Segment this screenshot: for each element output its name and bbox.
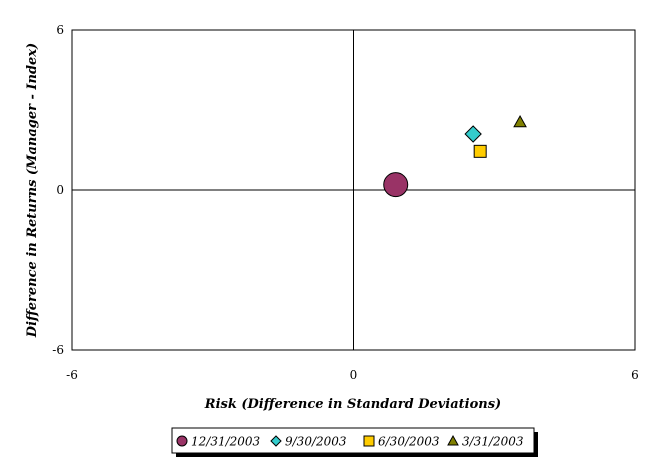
data-points: [383, 114, 527, 198]
y-tick-label: 0: [56, 183, 64, 197]
legend-label: 6/30/2003: [378, 435, 440, 449]
legend-label: 3/31/2003: [462, 435, 524, 449]
legend-label: 9/30/2003: [285, 435, 347, 449]
y-tick-label: -6: [52, 343, 64, 357]
x-tick-label: -6: [66, 368, 78, 382]
legend-marker-circle: [176, 435, 188, 447]
legend-marker-diamond: [270, 435, 282, 447]
legend-marker-square: [363, 435, 375, 447]
point-diamond: [464, 125, 482, 143]
x-tick-label: 0: [350, 368, 358, 382]
x-axis-title: Risk (Difference in Standard Deviations): [204, 397, 501, 412]
legend-marker-triangle: [447, 434, 459, 446]
legend: 12/31/2003 9/30/2003 6/30/2003 3/31/2003: [176, 434, 524, 449]
point-triangle: [513, 114, 527, 128]
y-tick-label: 6: [56, 23, 64, 37]
y-axis-title: Difference in Returns (Manager - Index): [25, 43, 40, 338]
point-square: [473, 144, 487, 158]
legend-box: [171, 427, 535, 454]
x-axis-ticks: -6 0 6: [66, 368, 639, 382]
y-axis-ticks: 6 0 -6: [52, 23, 64, 357]
point-circle: [383, 172, 409, 198]
legend-label: 12/31/2003: [191, 435, 261, 449]
x-tick-label: 6: [631, 368, 639, 382]
